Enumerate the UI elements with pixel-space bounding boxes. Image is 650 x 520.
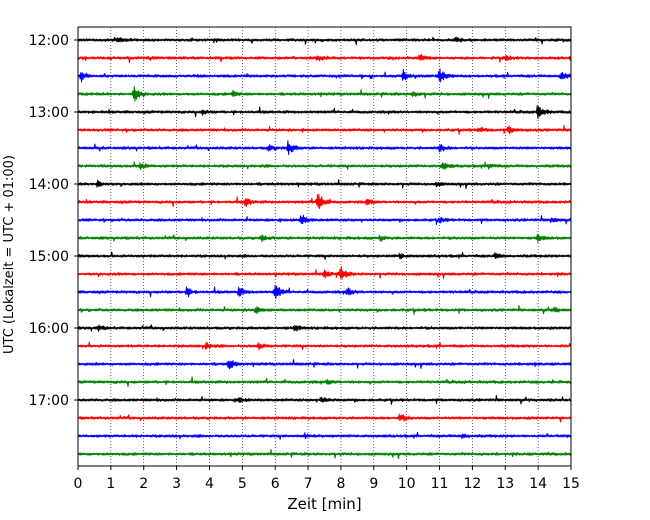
- trace-1545: [77, 304, 572, 315]
- y-tick-label-1700: 17:00: [29, 393, 69, 409]
- trace-1215: [77, 54, 572, 63]
- x-tick-label-11: 11: [431, 476, 449, 492]
- x-tick-label-10: 10: [398, 476, 416, 492]
- x-tick-label-15: 15: [562, 476, 580, 492]
- x-tick-label-7: 7: [304, 476, 313, 492]
- y-tick-label-1200: 12:00: [29, 33, 69, 49]
- trace-1615: [77, 341, 572, 351]
- y-tick-label-1500: 15:00: [29, 249, 69, 265]
- trace-1400: [77, 179, 572, 189]
- trace-1645: [77, 376, 572, 388]
- trace-1430: [77, 214, 572, 225]
- x-axis-label: Zeit [min]: [287, 495, 361, 513]
- trace-1445: [77, 234, 572, 243]
- x-tick-label-12: 12: [463, 476, 481, 492]
- x-tick-label-5: 5: [238, 476, 247, 492]
- seismic-traces: [77, 36, 572, 459]
- y-tick-label-1300: 13:00: [29, 105, 69, 121]
- plot-frame: [77, 26, 572, 467]
- trace-1630: [77, 359, 572, 370]
- x-axis-ticks: 0 1 2 3 4 5 6 7 8 9 10 11 12 13 14 15: [74, 466, 580, 492]
- trace-1300: [77, 105, 572, 119]
- y-tick-label-1600: 16:00: [29, 321, 69, 337]
- vertical-gridlines: [110, 27, 539, 466]
- x-tick-label-1: 1: [106, 476, 115, 492]
- trace-1530: [77, 284, 572, 300]
- trace-1515: [77, 266, 572, 280]
- x-tick-label-0: 0: [74, 476, 83, 492]
- trace-1330: [77, 140, 572, 155]
- x-tick-label-3: 3: [172, 476, 181, 492]
- x-tick-label-9: 9: [369, 476, 378, 492]
- trace-1745: [77, 449, 572, 459]
- trace-1415: [77, 193, 572, 210]
- y-tick-label-1400: 14:00: [29, 177, 69, 193]
- trace-1700: [77, 394, 572, 405]
- trace-1245: [77, 86, 572, 102]
- x-tick-label-14: 14: [529, 476, 547, 492]
- trace-1500: [77, 251, 572, 260]
- y-axis-ticks: 12:00 13:00 14:00 15:00 16:00 17:00: [29, 33, 78, 409]
- trace-1600: [77, 324, 572, 332]
- trace-1730: [77, 431, 572, 440]
- trace-1200: [77, 36, 572, 46]
- trace-1315: [77, 124, 572, 135]
- x-tick-label-13: 13: [496, 476, 514, 492]
- trace-1230: [77, 68, 572, 83]
- x-tick-label-6: 6: [271, 476, 280, 492]
- trace-1715: [77, 413, 572, 423]
- x-tick-label-8: 8: [336, 476, 345, 492]
- x-tick-label-4: 4: [205, 476, 214, 492]
- trace-1345: [77, 161, 572, 171]
- y-axis-label: UTC (Lokalzeit = UTC + 01:00): [2, 155, 17, 354]
- x-tick-label-2: 2: [139, 476, 148, 492]
